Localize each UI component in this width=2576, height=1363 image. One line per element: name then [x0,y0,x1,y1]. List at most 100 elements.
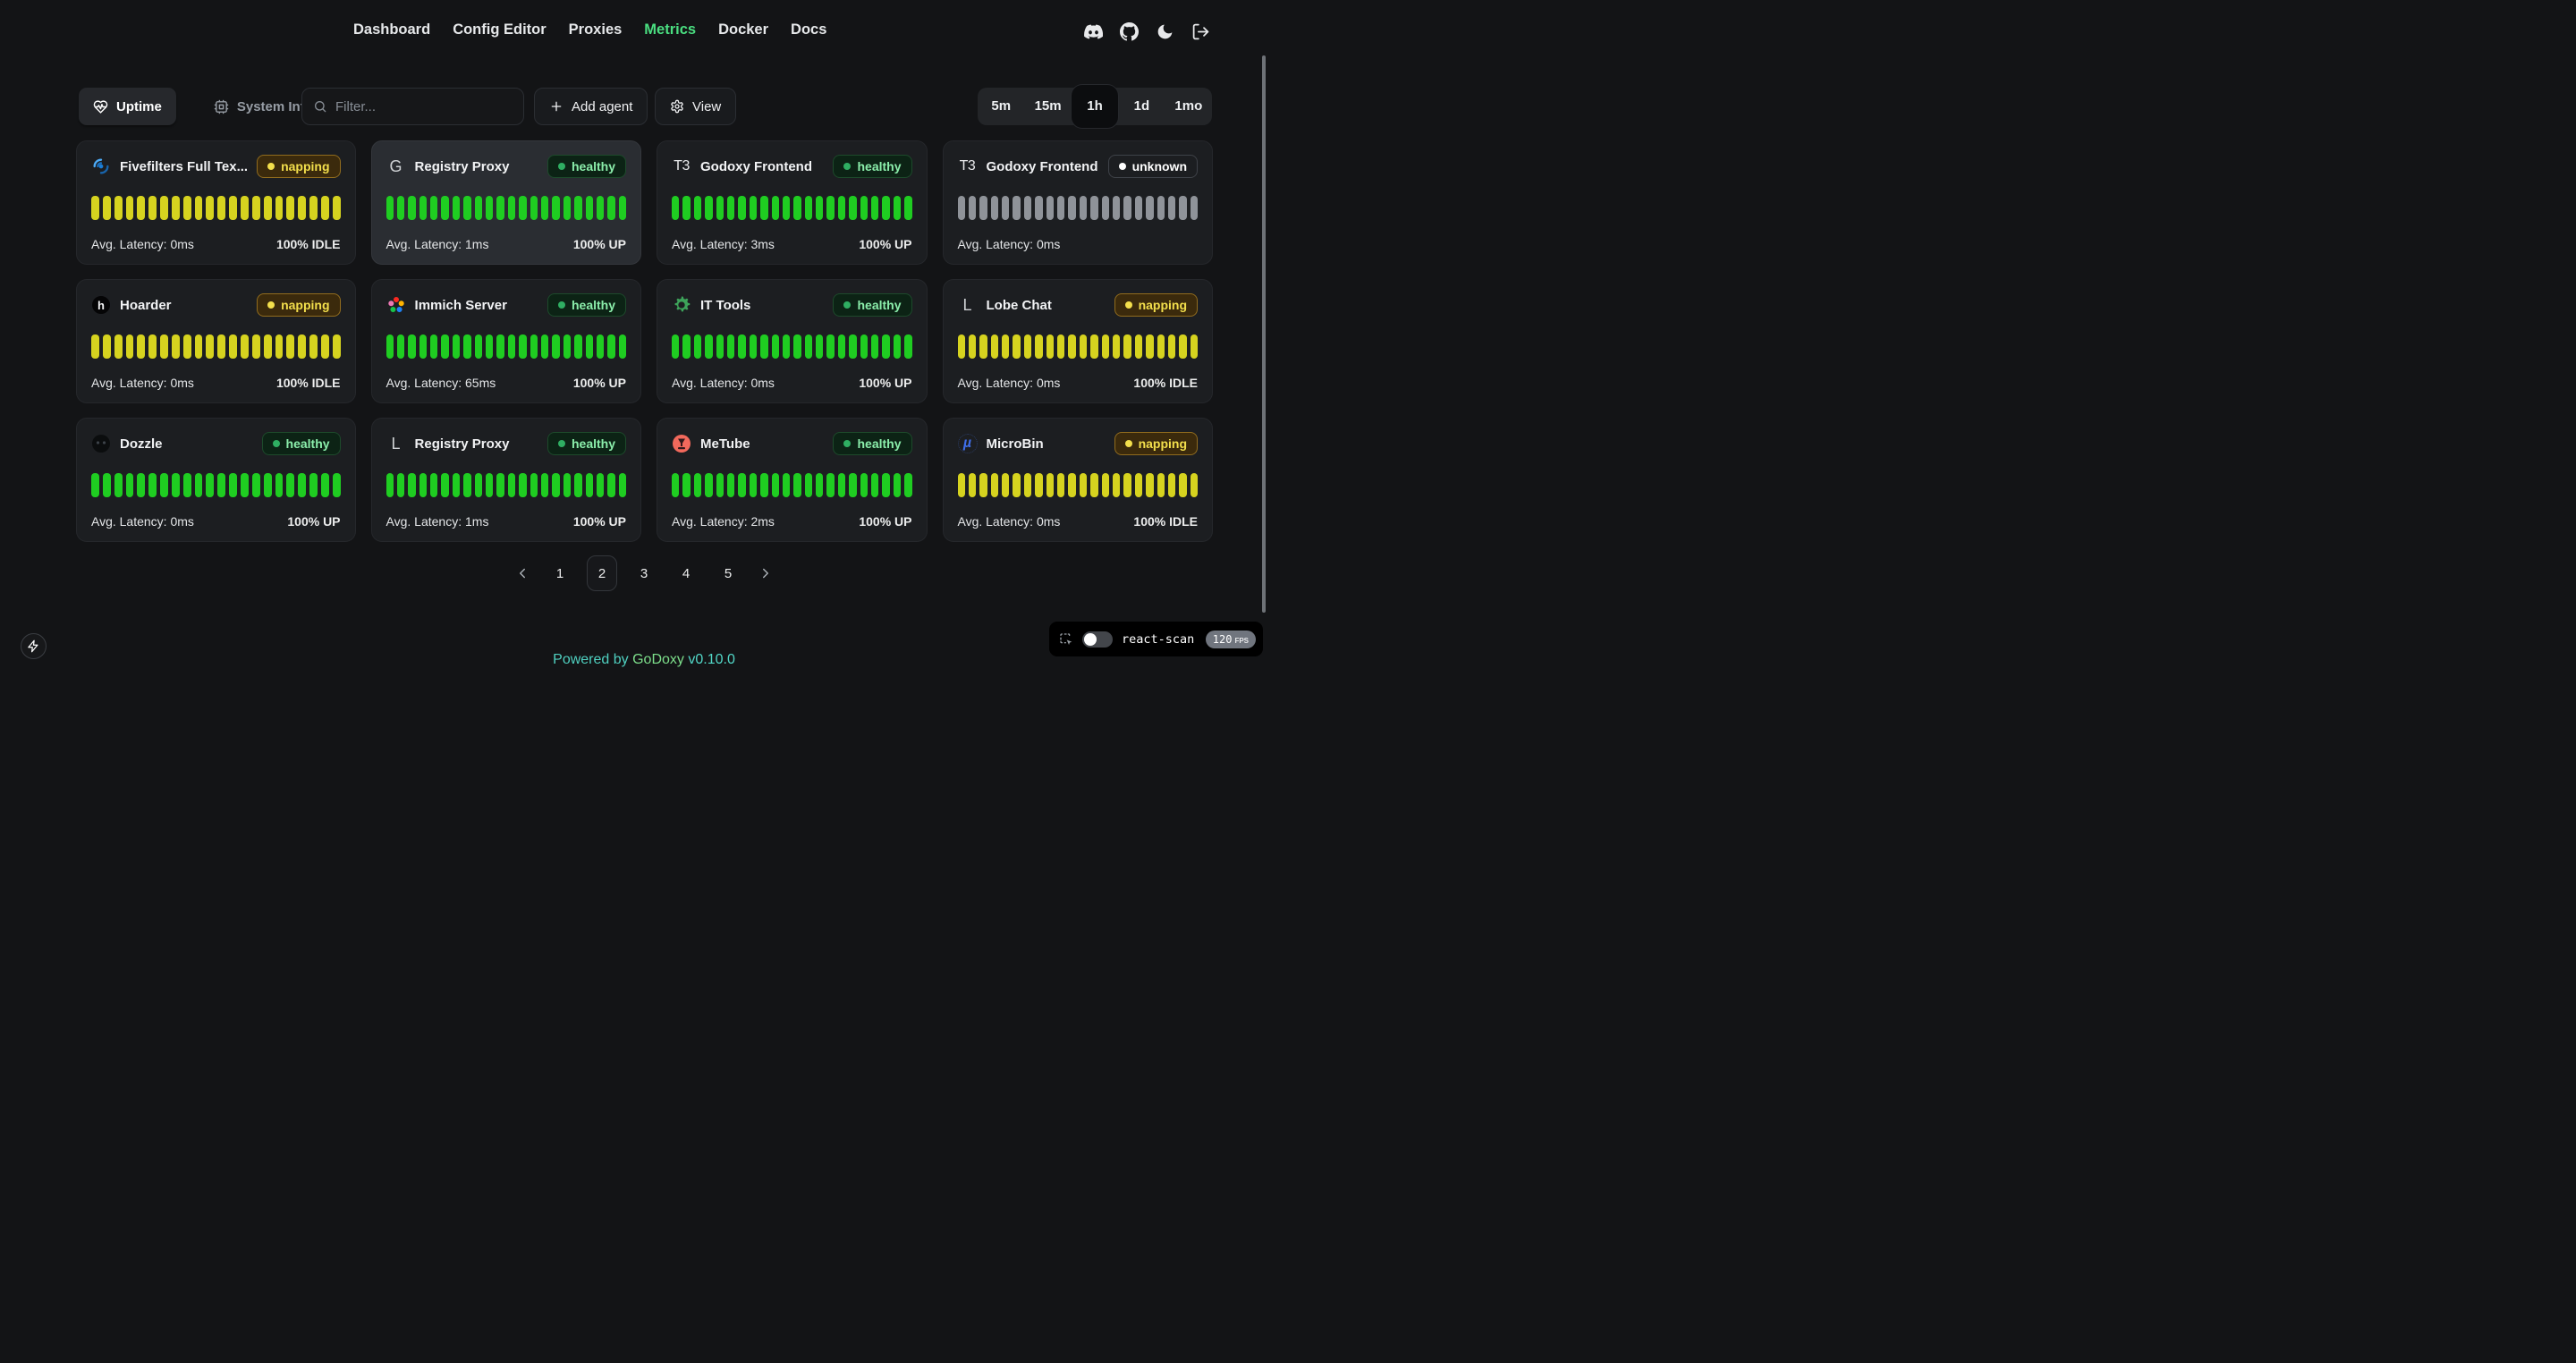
scan-cursor-icon[interactable] [1059,632,1073,647]
status-label: healthy [857,298,902,312]
uptime-bar [441,334,449,359]
nav-link-proxies[interactable]: Proxies [568,21,623,38]
pagination-page-1[interactable]: 1 [555,565,564,581]
uptime-bar [760,334,768,359]
filter-box[interactable] [301,88,524,125]
pagination-page-2[interactable]: 2 [587,555,617,591]
discord-icon[interactable] [1084,22,1103,41]
add-agent-button[interactable]: Add agent [534,88,648,125]
uptime-bar [1179,472,1187,497]
react-scan-toggle[interactable] [1082,631,1113,648]
service-card[interactable]: Dozzle healthy Avg. Latency: 0ms 100% UP [76,418,356,542]
pagination-page-4[interactable]: 4 [682,565,691,581]
uptime-bar [1046,472,1055,497]
status-badge: napping [257,155,341,178]
gear-icon [670,99,684,114]
uptime-bar [749,334,758,359]
uptime-bar [979,195,987,220]
uptime-bar [1023,472,1032,497]
logout-icon[interactable] [1191,22,1210,41]
uptime-bar [826,334,835,359]
service-card[interactable]: Immich Server healthy Avg. Latency: 65ms 10… [370,279,642,403]
fps-badge: 120 FPS [1205,630,1256,648]
uptime-bar [419,472,428,497]
uptime-bar [396,472,405,497]
nav-link-docker[interactable]: Docker [718,21,769,38]
uptime-bar [229,334,237,359]
uptime-bar [1134,334,1143,359]
service-card[interactable]: IT Tools healthy Avg. Latency: 0ms 100% UP [657,279,928,403]
service-card[interactable]: G Registry Proxy healthy Avg. Latency: 1ms 1… [370,140,642,265]
uptime-bar [102,472,111,497]
status-label: napping [1138,436,1187,451]
uptime-bar [990,195,999,220]
view-button[interactable]: View [655,88,737,125]
status-dot-icon [1124,440,1132,447]
uptime-bar [749,195,758,220]
service-card[interactable]: Fivefilters Full Tex... napping Avg. Laten… [76,140,356,265]
nav-link-config-editor[interactable]: Config Editor [453,21,547,38]
uptime-bar [541,334,549,359]
uptime-bar [705,195,713,220]
tab-system-info[interactable]: System Info [199,88,327,125]
uptime-bar [160,472,168,497]
uptime-bar [738,334,746,359]
service-card[interactable]: T3 Godoxy Frontend unknown Avg. Latency: 0m… [942,140,1213,265]
service-card[interactable]: T3 Godoxy Frontend healthy Avg. Latency: 3m… [657,140,928,265]
ittools-icon [672,295,691,315]
filter-input[interactable] [335,98,513,114]
uptime-bar [1035,195,1043,220]
uptime-bar [229,472,237,497]
github-icon[interactable] [1120,22,1139,41]
uptime-bars [957,334,1199,359]
service-name: Godoxy Frontend [700,158,813,174]
time-range-5m[interactable]: 5m [991,98,1012,114]
uptime-bar [194,472,203,497]
tab-uptime[interactable]: Uptime [79,88,176,125]
time-range-15m[interactable]: 15m [1034,98,1062,114]
pagination-page-5[interactable]: 5 [724,565,733,581]
pagination-page-3[interactable]: 3 [640,565,648,581]
pagination-next[interactable] [755,555,776,591]
uptime-bar [1157,195,1165,220]
nav-link-docs[interactable]: Docs [791,21,827,38]
react-scan-widget[interactable]: react-scan 120 FPS [1049,622,1263,656]
uptime-bar [309,472,318,497]
uptime-bar [217,334,226,359]
pagination-prev[interactable] [512,555,533,591]
moon-icon[interactable] [1156,22,1174,41]
uptime-bar [782,334,791,359]
uptime-bar [771,334,779,359]
uptime-bar [1057,334,1065,359]
service-card[interactable]: h Hoarder napping Avg. Latency: 0ms 100% IDL… [76,279,356,403]
uptime-bar [148,472,157,497]
uptime-bar [682,195,691,220]
vertical-scrollbar[interactable] [1262,55,1266,613]
time-range-1h[interactable]: 1h [1071,85,1119,128]
status-dot-icon [1118,163,1126,170]
service-card[interactable]: MeTube healthy Avg. Latency: 2ms 100% UP [657,418,928,542]
nav-link-dashboard[interactable]: Dashboard [353,21,431,38]
uptime-bar [1167,195,1176,220]
quick-action-button[interactable] [21,633,47,659]
nav-link-metrics[interactable]: Metrics [644,21,697,38]
uptime-bar [430,472,438,497]
status-badge: healthy [833,432,912,455]
service-card[interactable]: L Registry Proxy healthy Avg. Latency: 1ms 1… [370,418,642,542]
uptime-bar [849,195,857,220]
uptime-bar [716,195,724,220]
version-text: v0.10.0 [688,652,735,667]
uptime-bar [298,472,307,497]
uptime-bar [263,195,272,220]
service-card[interactable]: µ MicroBin napping Avg. Latency: 0ms 100% ID… [942,418,1213,542]
service-card[interactable]: L Lobe Chat napping Avg. Latency: 0ms 100% I… [942,279,1213,403]
status-badge: napping [1114,432,1198,455]
time-range-1d[interactable]: 1d [1133,98,1150,114]
uptime-bar [114,334,123,359]
status-label: healthy [572,159,616,174]
uptime-bar [618,334,627,359]
time-range-1mo[interactable]: 1mo [1174,98,1203,114]
uptime-bar [1057,195,1065,220]
uptime-bar [408,195,416,220]
brand-link[interactable]: GoDoxy [632,652,684,667]
